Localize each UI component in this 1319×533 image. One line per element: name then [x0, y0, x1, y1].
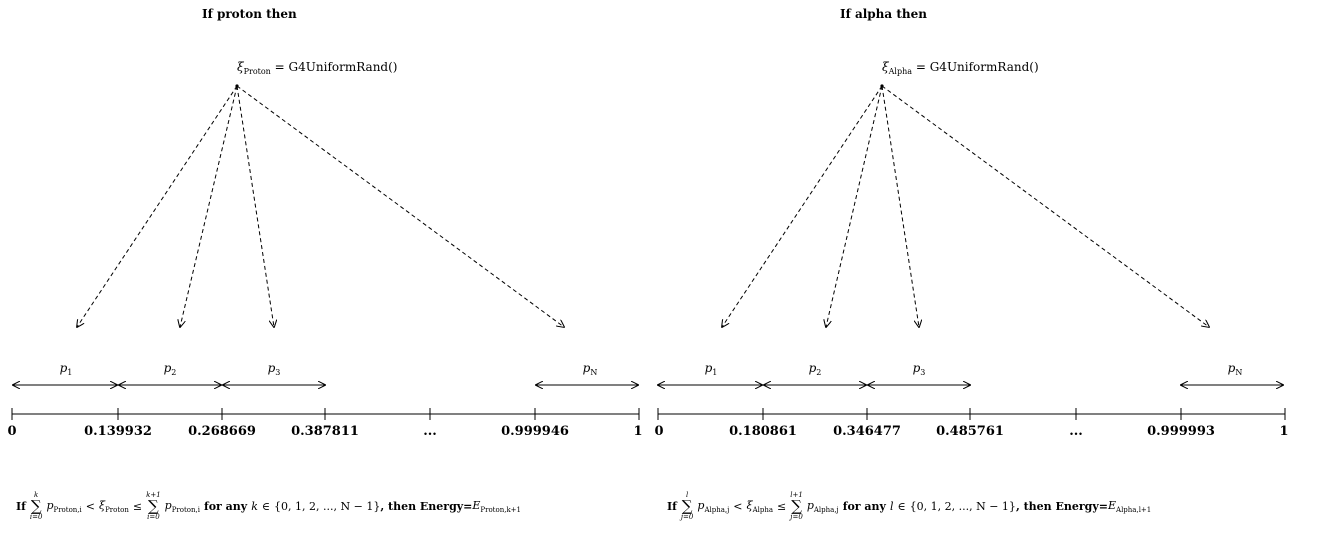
proton-p3-label: p3: [267, 361, 281, 377]
proton-tick-label: 1: [633, 424, 643, 439]
alpha-tick-label: 1: [1279, 424, 1289, 439]
alpha-p1-label: p1: [704, 361, 718, 377]
proton-tick-label: 0.139932: [84, 424, 152, 439]
rand-function: G4UniformRand(): [288, 60, 398, 74]
alpha-tick-label: 0.180861: [729, 424, 797, 439]
proton-tick-label: ...: [423, 424, 437, 439]
sum-operator: k+1 ∑ i=0: [146, 491, 161, 521]
proton-origin-dot: [235, 84, 239, 88]
alpha-p3-label: p3: [912, 361, 926, 377]
proton-tick-label: 0.387811: [291, 424, 359, 439]
alpha-title: If alpha then: [840, 7, 927, 21]
proton-xi-formula: ξProton = G4UniformRand(): [237, 60, 397, 76]
xi-subscript: Proton: [243, 67, 271, 76]
proton-tick-label: 0.999946: [501, 424, 569, 439]
alpha-condition: If l ∑ j=0 pAlpha,j < ξAlpha ≤ l+1 ∑ j=0 pAl…: [667, 491, 1152, 521]
xi-symbol: ξ: [882, 60, 889, 74]
alpha-origin-dot: [880, 84, 884, 88]
proton-title: If proton then: [202, 7, 297, 21]
cond-for-any: for any: [842, 500, 886, 513]
alpha-pn-label: pN: [1227, 361, 1243, 377]
alpha-arrow-2: [826, 85, 883, 327]
alpha-arrow-1: [722, 85, 883, 327]
alpha-tick-label: 0.485761: [936, 424, 1004, 439]
proton-tick-label: 0: [7, 424, 17, 439]
alpha-arrow-n: [881, 85, 1209, 327]
alpha-arrow-3: [881, 85, 919, 327]
proton-arrow-3: [236, 85, 274, 327]
proton-p1-label: p1: [59, 361, 73, 377]
sum-operator: l+1 ∑ j=0: [790, 491, 803, 521]
proton-pn-label: pN: [582, 361, 598, 377]
proton-arrow-n: [236, 85, 564, 327]
alpha-tick-label: ...: [1069, 424, 1083, 439]
cond-if: If: [667, 500, 677, 513]
equals-sign: =: [274, 60, 285, 74]
cond-for-any: for any: [203, 500, 248, 513]
proton-tick-label: 0.268669: [188, 424, 256, 439]
alpha-xi-formula: ξAlpha = G4UniformRand(): [882, 60, 1039, 76]
cond-then-energy: , then Energy=: [380, 500, 473, 513]
alpha-tick-label: 0.346477: [833, 424, 901, 439]
alpha-p2-label: p2: [808, 361, 822, 377]
proton-axis: [11, 408, 640, 420]
equals-sign: =: [915, 60, 926, 74]
xi-symbol: ξ: [237, 60, 244, 74]
proton-dashed-arrows: [77, 85, 564, 327]
cond-then-energy: , then Energy=: [1015, 500, 1108, 513]
cond-if: If: [16, 500, 26, 513]
xi-subscript: Alpha: [888, 67, 912, 76]
alpha-axis: [657, 408, 1286, 420]
alpha-tick-label: 0: [654, 424, 664, 439]
proton-arrow-2: [180, 85, 238, 327]
sum-operator: l ∑ j=0: [680, 491, 694, 521]
proton-p2-label: p2: [163, 361, 177, 377]
rand-function: G4UniformRand(): [929, 60, 1039, 74]
proton-condition: If k ∑ i=0 pProton,i < ξProton ≤ k+1 ∑ i=0 p…: [16, 491, 521, 521]
alpha-tick-label: 0.999993: [1147, 424, 1215, 439]
alpha-dashed-arrows: [722, 85, 1209, 327]
sum-operator: k ∑ i=0: [29, 491, 43, 521]
proton-arrow-1: [77, 85, 238, 327]
